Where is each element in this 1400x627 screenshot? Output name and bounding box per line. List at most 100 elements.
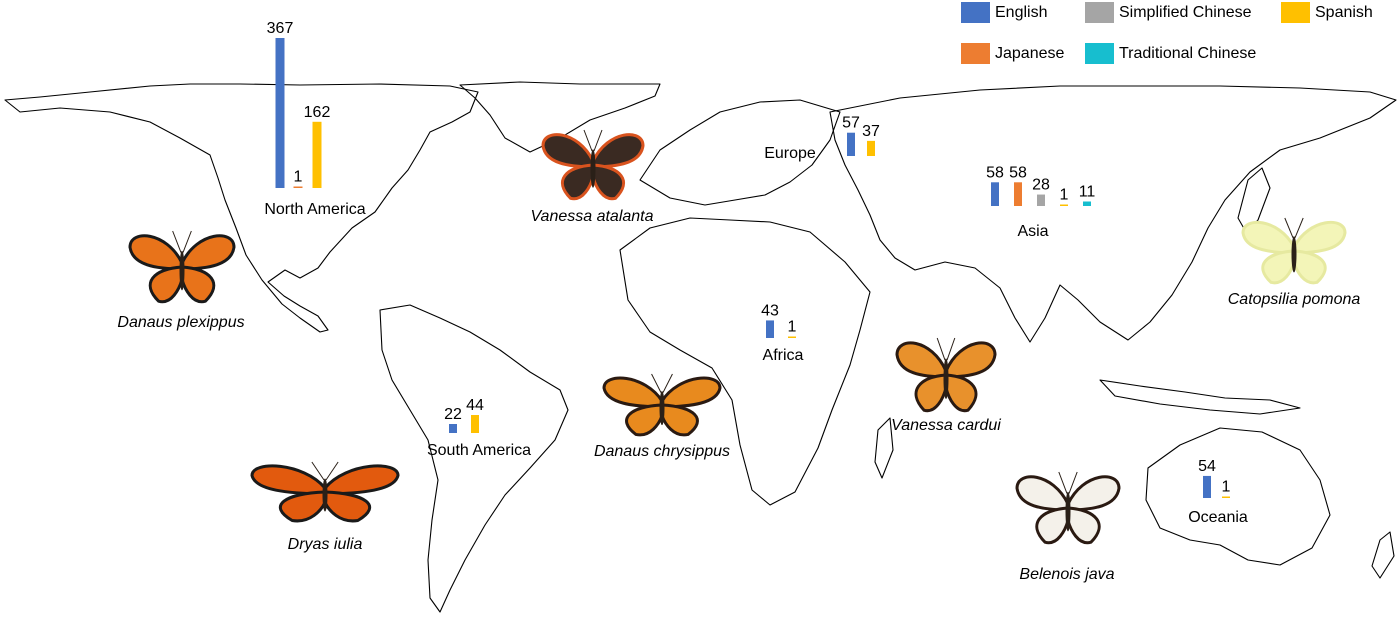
butterfly-danaus-plexippus-left-forewing xyxy=(128,234,184,271)
butterfly-danaus-plexippus-antennae xyxy=(172,230,192,253)
legend-item-english: English xyxy=(961,2,1047,23)
bar-value-asia-simplified-chinese: 28 xyxy=(1032,177,1050,194)
butterfly-dryas-iulia xyxy=(250,461,400,523)
butterfly-danaus-chrysippus xyxy=(602,373,722,437)
species-label-vanessa-atalanta: Vanessa atalanta xyxy=(530,208,653,225)
region-group-africa: 43 1 Africa xyxy=(761,302,803,364)
map-africa xyxy=(619,217,871,506)
butterfly-vanessa-atalanta-antennae xyxy=(583,129,603,152)
butterflies-layer: Danaus plexippus Vanessa atalanta Catopsil… xyxy=(117,129,1360,583)
map-north-america xyxy=(4,83,479,333)
legend-swatch-spanish xyxy=(1281,2,1310,23)
species-label-dryas-iulia: Dryas iulia xyxy=(288,536,363,553)
butterfly-vanessa-atalanta-left-forewing xyxy=(541,133,595,169)
bar-value-south-america-spanish: 44 xyxy=(466,397,484,414)
bar-north-america-japanese xyxy=(293,186,303,188)
bar-value-asia-traditional-chinese: 11 xyxy=(1079,184,1096,201)
butterfly-vanessa-cardui-right-forewing xyxy=(944,341,997,379)
map-europe xyxy=(639,99,841,206)
bar-south-america-spanish xyxy=(471,415,479,433)
butterfly-danaus-plexippus-left-hindwing xyxy=(148,265,184,304)
butterfly-vanessa-atalanta xyxy=(541,129,645,201)
butterfly-dryas-iulia-body xyxy=(322,478,328,512)
butterfly-belenois-java-left-hindwing xyxy=(1035,506,1070,545)
butterfly-vanessa-cardui xyxy=(895,337,997,413)
bar-value-oceania-spanish: 1 xyxy=(1222,479,1231,496)
region-label-asia: Asia xyxy=(1017,223,1048,240)
butterfly-vanessa-cardui-body xyxy=(943,358,949,400)
bar-value-asia-japanese: 58 xyxy=(1009,164,1027,181)
bar-north-america-spanish xyxy=(312,121,322,188)
butterfly-dryas-iulia-left-forewing xyxy=(250,464,327,496)
butterfly-catopsilia-pomona xyxy=(1241,217,1347,285)
world-map xyxy=(4,81,1397,613)
map-asia xyxy=(829,85,1397,343)
butterfly-belenois-java-right-hindwing xyxy=(1066,506,1101,545)
legend-item-spanish: Spanish xyxy=(1281,2,1373,23)
butterfly-vanessa-atalanta-right-hindwing xyxy=(591,163,626,201)
species-label-danaus-plexippus: Danaus plexippus xyxy=(117,314,244,331)
butterfly-catopsilia-pomona-antennae xyxy=(1284,217,1304,238)
bar-value-asia-spanish: 1 xyxy=(1060,187,1069,204)
butterfly-danaus-chrysippus-left-hindwing xyxy=(625,403,664,437)
bar-asia-spanish xyxy=(1060,204,1068,206)
butterfly-belenois-java-body xyxy=(1065,491,1071,532)
region-label-south-america: South America xyxy=(427,442,531,459)
map-new-zealand xyxy=(1371,531,1395,579)
butterfly-belenois-java-antennae xyxy=(1058,471,1078,494)
legend-label-english: English xyxy=(995,3,1048,21)
butterfly-belenois-java xyxy=(1015,471,1121,545)
bar-value-south-america-english: 22 xyxy=(444,406,462,423)
butterfly-vanessa-cardui-antennae xyxy=(936,337,956,361)
butterfly-vanessa-cardui-right-hindwing xyxy=(944,373,978,413)
bar-value-oceania-english: 54 xyxy=(1198,458,1216,475)
bar-value-europe-english: 57 xyxy=(842,115,860,132)
butterfly-vanessa-atalanta-right-forewing xyxy=(591,133,645,169)
bar-south-america-english xyxy=(449,424,457,433)
legend-item-simplified-chinese: Simplified Chinese xyxy=(1085,2,1252,23)
butterfly-catopsilia-pomona-left-forewing xyxy=(1241,220,1296,255)
region-label-africa: Africa xyxy=(763,347,804,364)
bar-value-africa-english: 43 xyxy=(761,302,779,319)
legend-label-spanish: Spanish xyxy=(1315,3,1373,21)
butterfly-dryas-iulia-right-forewing xyxy=(323,464,400,496)
butterfly-vanessa-cardui-left-forewing xyxy=(895,341,948,379)
region-group-europe: 57 37 Europe xyxy=(764,115,880,162)
butterfly-belenois-java-left-forewing xyxy=(1015,475,1070,512)
legend-label-japanese: Japanese xyxy=(995,44,1065,62)
butterfly-vanessa-atalanta-body xyxy=(590,149,596,188)
bar-value-africa-spanish: 1 xyxy=(788,319,797,336)
bar-value-north-america-english: 367 xyxy=(267,20,294,37)
species-label-danaus-chrysippus: Danaus chrysippus xyxy=(594,443,730,460)
bar-asia-simplified-chinese xyxy=(1037,194,1045,206)
butterfly-catopsilia-pomona-right-hindwing xyxy=(1292,249,1327,285)
bar-value-europe-spanish: 37 xyxy=(862,123,880,140)
butterfly-danaus-chrysippus-right-forewing xyxy=(660,376,722,409)
legend-swatch-english xyxy=(961,2,990,23)
bar-value-north-america-japanese: 1 xyxy=(294,169,303,186)
bar-value-asia-english: 58 xyxy=(986,164,1004,181)
butterfly-danaus-plexippus-right-forewing xyxy=(180,234,236,271)
map-australia xyxy=(1145,427,1331,566)
region-label-oceania: Oceania xyxy=(1188,509,1248,526)
butterfly-danaus-chrysippus-body xyxy=(659,391,665,426)
map-greenland xyxy=(459,81,661,153)
legend-item-traditional-chinese: Traditional Chinese xyxy=(1085,43,1256,64)
region-group-north-america: 367 1 162 North America xyxy=(264,20,365,218)
butterfly-danaus-chrysippus-left-forewing xyxy=(602,376,664,409)
bar-europe-spanish xyxy=(867,140,875,156)
bar-asia-english xyxy=(991,182,999,206)
species-label-belenois-java: Belenois java xyxy=(1019,566,1114,583)
region-label-north-america: North America xyxy=(264,201,365,218)
map-indonesia xyxy=(1099,379,1301,415)
legend-label-simplified-chinese: Simplified Chinese xyxy=(1119,3,1252,21)
bar-oceania-spanish xyxy=(1222,496,1230,498)
bar-north-america-english xyxy=(275,38,285,188)
butterfly-vanessa-cardui-left-hindwing xyxy=(914,373,948,413)
bar-europe-english xyxy=(847,132,855,156)
bar-asia-japanese xyxy=(1014,182,1022,206)
